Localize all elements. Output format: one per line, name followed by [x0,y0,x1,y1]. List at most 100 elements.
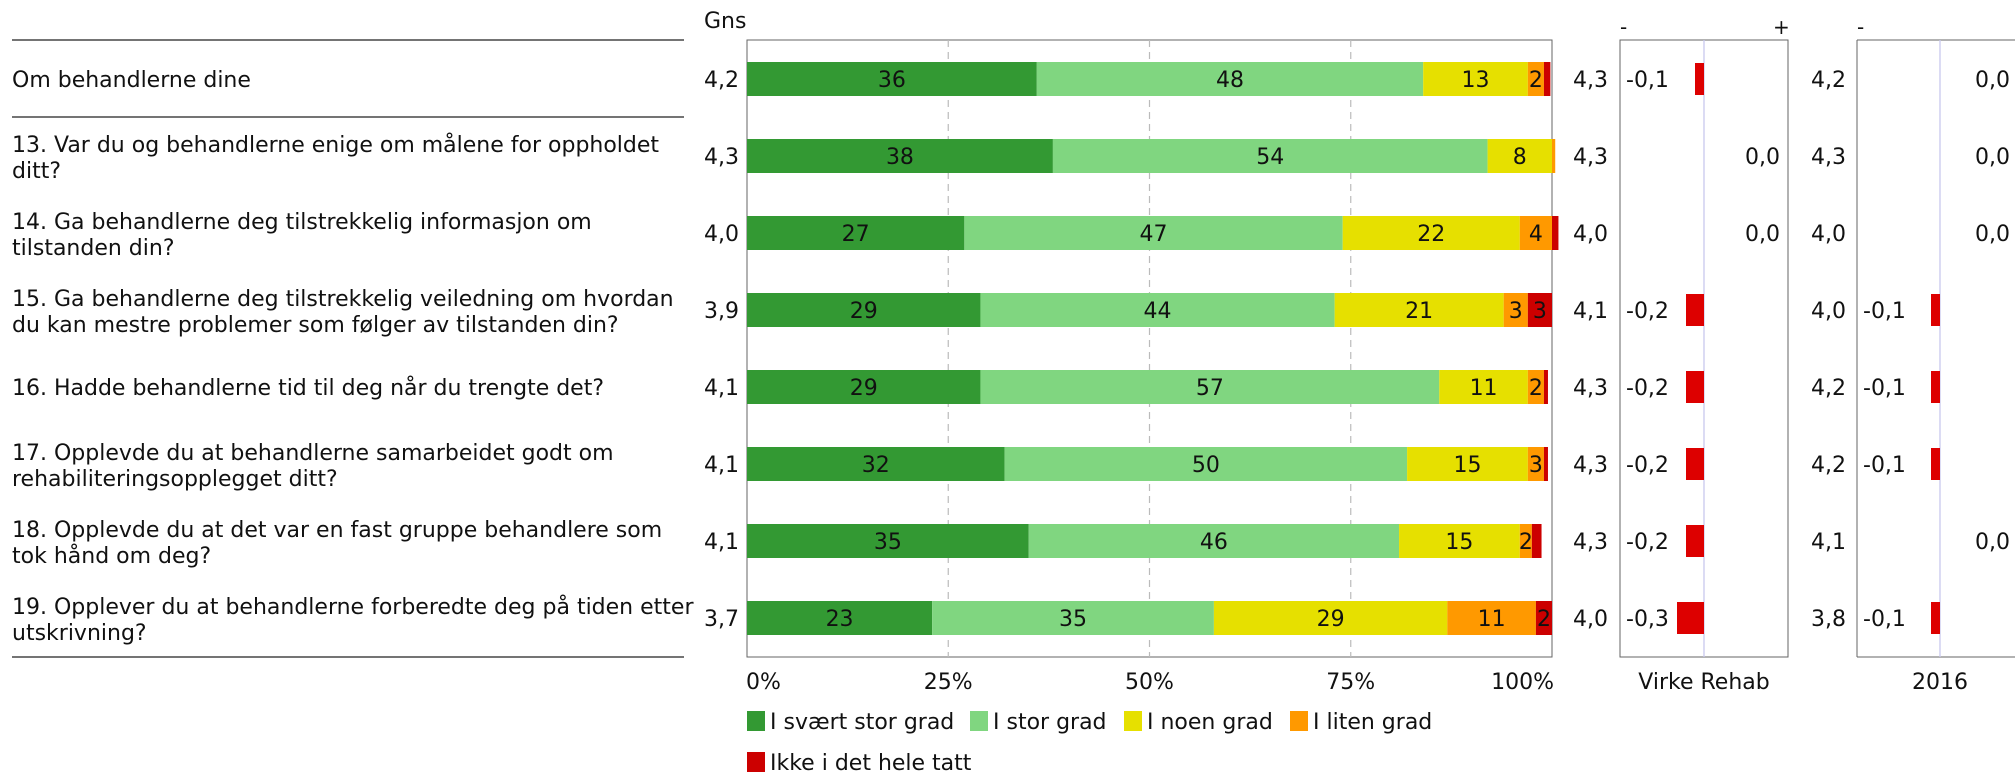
mean-value: 3,7 [704,607,739,632]
diff-label: -0,2 [1626,453,1669,478]
bar-data-label: 36 [878,68,906,93]
bar-segment [747,62,1037,96]
diff-bar [1677,602,1704,634]
diff-bar [1931,448,1940,480]
legend-swatch [747,752,765,772]
question-label-cont: ditt? [12,159,61,184]
main-plot-frame [746,39,1553,658]
diff-bar [1931,602,1940,634]
comparison-mean: 4,3 [1573,145,1608,170]
bar-segment [1543,447,1548,481]
bar-segment [747,370,981,404]
diff-bar [1931,371,1940,403]
bar-segment [1527,293,1552,327]
bar-segment [1503,293,1528,327]
sign-minus-label: - [1620,15,1627,39]
x-tick-label: 100% [1491,670,1554,695]
bar-segment [1342,216,1520,250]
question-label: 15. Ga behandlerne deg tilstrekkelig vei… [12,287,674,312]
bar-segment [1535,601,1552,635]
diff-label: 0,0 [1975,530,2010,555]
diff-bar [1931,294,1940,326]
diff-bar [1686,525,1704,557]
diff-label: -0,1 [1626,68,1669,93]
bar-segment [747,293,981,327]
bar-segment [1439,370,1528,404]
bar-segment [1487,139,1552,173]
bar-data-label: 11 [1470,376,1498,401]
diff-label: 0,0 [1975,145,2010,170]
bar-data-label: 54 [1256,145,1284,170]
comparison-mean: 4,2 [1811,453,1846,478]
bar-segment [1531,524,1542,558]
bar-segment [1004,447,1408,481]
mean-value: 4,2 [704,68,739,93]
bar-data-label: 2 [1529,376,1543,401]
comparison-mean: 4,0 [1811,299,1846,324]
diff-label: 0,0 [1745,222,1780,247]
legend-label: I svært stor grad [770,710,954,735]
bar-segment [1527,62,1544,96]
panel-xlabel: 2016 [1912,670,1968,695]
bar-segment [1407,447,1528,481]
question-label: 17. Opplevde du at behandlerne samarbeid… [12,441,614,466]
bar-segment [747,601,933,635]
diff-label: -0,1 [1863,607,1906,632]
bar-data-label: 46 [1200,530,1228,555]
bar-segment [1543,370,1548,404]
bar-segment [747,139,1053,173]
legend-label: I noen grad [1147,710,1273,735]
bar-data-label: 57 [1196,376,1224,401]
bar-data-label: 27 [842,222,870,247]
diff-label: -0,3 [1626,607,1669,632]
bar-data-label: 29 [850,376,878,401]
sign-plus-label: + [1773,15,1790,39]
bar-segment [1519,216,1552,250]
x-tick-label: 25% [924,670,973,695]
mean-value: 4,1 [704,530,739,555]
question-label-cont: tilstanden din? [12,236,175,261]
comparison-mean: 4,0 [1573,607,1608,632]
mean-value: 4,1 [704,376,739,401]
question-label: 16. Hadde behandlerne tid til deg når du… [12,375,604,401]
diff-label: -0,1 [1863,376,1906,401]
question-label: 19. Opplever du at behandlerne forberedt… [12,594,694,620]
legend-swatch [747,711,765,731]
bar-data-label: 3 [1533,299,1547,324]
bar-segment [1552,216,1559,250]
bar-data-label: 32 [862,453,890,478]
mean-value: 4,1 [704,453,739,478]
bar-data-label: 2 [1519,530,1533,555]
bar-data-label: 2 [1529,68,1543,93]
legend-label: Ikke i det hele tatt [770,751,972,772]
bar-data-label: 2 [1537,607,1551,632]
diff-bar [1686,294,1704,326]
bar-data-label: 3 [1529,453,1543,478]
bar-segment [1423,62,1528,96]
question-label: 13. Var du og behandlerne enige om målen… [12,132,659,158]
mean-value: 4,3 [704,145,739,170]
bar-segment [1399,524,1520,558]
bar-data-label: 15 [1445,530,1473,555]
diff-label: -0,2 [1626,530,1669,555]
question-label: Om behandlerne dine [12,68,251,93]
bar-data-label: 13 [1462,68,1490,93]
bar-data-label: 4 [1529,222,1543,247]
bar-data-label: 8 [1513,145,1527,170]
panel-xlabel: Virke Rehab [1638,670,1769,695]
bar-data-label: 44 [1144,299,1172,324]
bar-segment [964,216,1343,250]
diff-label: -0,2 [1626,299,1669,324]
bar-data-label: 35 [1059,607,1087,632]
bar-data-label: 21 [1405,299,1433,324]
bar-segment [1543,62,1551,96]
bar-segment [747,216,965,250]
question-label: 18. Opplevde du at det var en fast grupp… [12,518,662,543]
question-label-cont: tok hånd om deg? [12,543,211,569]
bar-data-label: 29 [850,299,878,324]
bar-segment [1527,447,1544,481]
comparison-mean: 4,3 [1573,376,1608,401]
bar-data-label: 50 [1192,453,1220,478]
bar-data-label: 11 [1478,607,1506,632]
bar-data-label: 48 [1216,68,1244,93]
